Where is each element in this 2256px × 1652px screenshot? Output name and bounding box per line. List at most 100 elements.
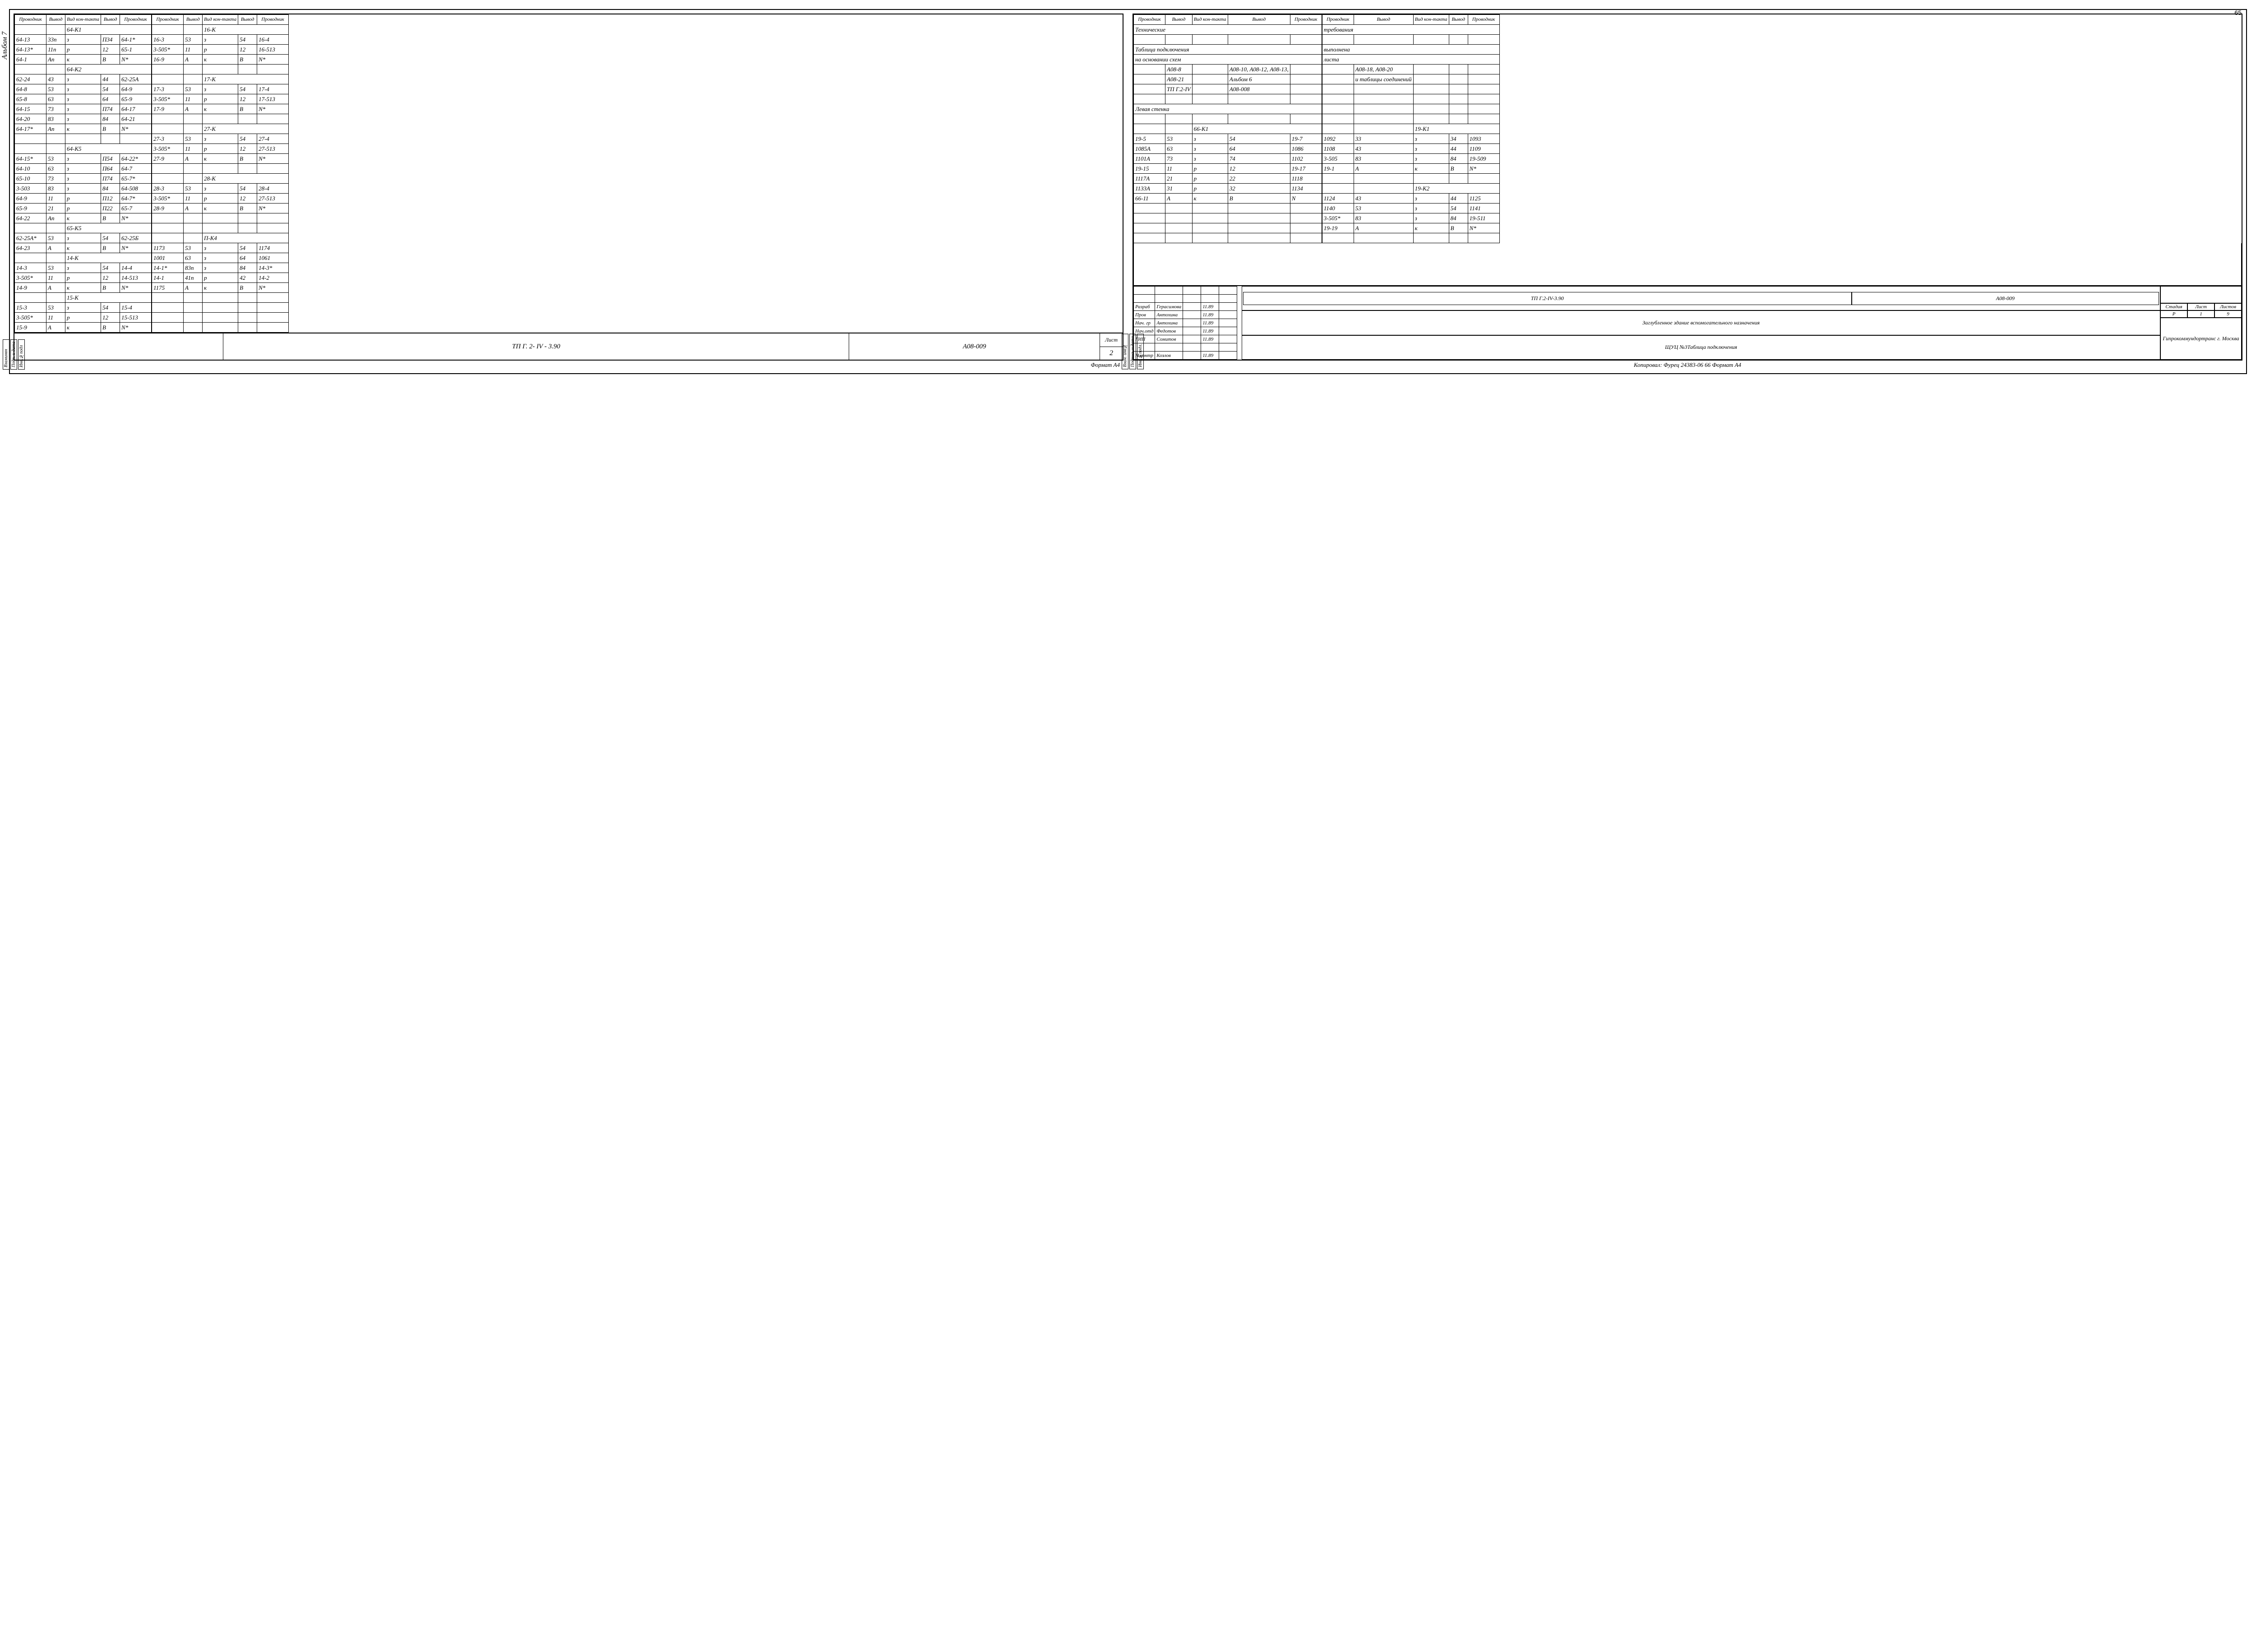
table-row: [1134, 204, 1322, 213]
cell: 64: [238, 253, 257, 263]
cell: 21: [1165, 174, 1193, 184]
cell: 44: [1449, 144, 1468, 154]
table-row: 3-505*11р1214-513: [15, 273, 152, 283]
cell: [1468, 104, 1499, 114]
cell: 11: [46, 273, 65, 283]
cell: з: [65, 84, 101, 94]
cell: з: [203, 243, 238, 253]
table-row: 109233з341093: [1322, 134, 1499, 144]
cell: к: [203, 204, 238, 213]
cell: [1134, 84, 1165, 94]
cell: [1192, 204, 1228, 213]
cell: з: [203, 253, 238, 263]
cell: к: [65, 323, 101, 333]
cell: 28-9: [152, 204, 184, 213]
cell: 12: [1228, 164, 1290, 174]
cell: [1134, 223, 1165, 233]
cell: и таблицы соединений: [1354, 74, 1413, 84]
table-row: [1322, 104, 1499, 114]
table-row: на основании схем: [1134, 55, 1322, 65]
cell: [1165, 223, 1193, 233]
cell: Ап: [46, 124, 65, 134]
table-row: 62-25А*53з5462-25Б: [15, 233, 152, 243]
table-row: [152, 213, 289, 223]
table-row: 64-2083з8464-21: [15, 114, 152, 124]
cell: N*: [257, 104, 289, 114]
table-row: 100163з641061: [152, 253, 289, 263]
cell: 1173: [152, 243, 184, 253]
cell: 3-503: [15, 184, 46, 194]
cell: з: [203, 263, 238, 273]
cell: [1322, 174, 1354, 184]
table-row: 28-353з5428-4: [152, 184, 289, 194]
table-row: [1134, 35, 1322, 45]
cell: [1468, 35, 1499, 45]
cell: П64: [101, 164, 120, 174]
cell: р: [1192, 174, 1228, 184]
cell: 12: [101, 45, 120, 55]
table-row: [1322, 233, 1499, 243]
stamp: Инв.№подл: [18, 339, 25, 370]
table-row: 3-505*11р1227-513: [152, 144, 289, 154]
cell: 64-8: [15, 84, 46, 94]
cell: з: [1413, 144, 1449, 154]
cell: 64-508: [120, 184, 152, 194]
table-row: 16-9АкВN*: [152, 55, 289, 65]
cell: 21: [46, 204, 65, 213]
cell: р: [65, 45, 101, 55]
cell: В: [101, 323, 120, 333]
cell: [1468, 84, 1499, 94]
cell: 12: [238, 144, 257, 154]
cell: з: [65, 263, 101, 273]
cell: к: [65, 124, 101, 134]
cell: В: [1228, 194, 1290, 204]
cell: 14-2: [257, 273, 289, 283]
cell: 64-17*: [15, 124, 46, 134]
cell: 1061: [257, 253, 289, 263]
table-row: 14-1*83пз8414-3*: [152, 263, 289, 273]
cell: 53: [46, 233, 65, 243]
cell: з: [65, 154, 101, 164]
cell: р: [65, 194, 101, 204]
cell: [1290, 74, 1322, 84]
cell: к: [203, 154, 238, 164]
table-row: [152, 164, 289, 174]
table-row: 14-141пр4214-2: [152, 273, 289, 283]
cell: [184, 65, 203, 74]
cell: [1449, 114, 1468, 124]
cell: [1413, 114, 1449, 124]
cell: [257, 223, 289, 233]
cell: [1449, 94, 1468, 104]
cell: 84: [101, 184, 120, 194]
cell: N*: [120, 213, 152, 223]
cell: N*: [120, 283, 152, 293]
wiring-table-left-b: ПроводникВыводВид кон-тактаВыводПроводни…: [152, 14, 289, 333]
cell: В: [101, 243, 120, 253]
cell: 83: [1354, 213, 1413, 223]
cell: [1468, 114, 1499, 124]
table-row: 19-К2: [1322, 184, 1499, 194]
right-stamps: Взам. инв№ Подпись и дата Инв.№подл.: [1122, 334, 1144, 370]
cell: [184, 303, 203, 313]
cell: 43: [1354, 194, 1413, 204]
cell: [1468, 174, 1499, 184]
cell: N*: [120, 323, 152, 333]
cell: Альбом 6: [1228, 74, 1290, 84]
text-span: Левая стенка: [1134, 104, 1322, 114]
cell: [152, 114, 184, 124]
cell: к: [1413, 223, 1449, 233]
cell: [1228, 223, 1290, 233]
col-header: Вывод: [1228, 15, 1290, 25]
cell: 31: [1165, 184, 1193, 194]
stamp: Подпись и дата: [1129, 334, 1136, 370]
cell: [1413, 94, 1449, 104]
cell: 64: [101, 94, 120, 104]
table-row: 114053з541141: [1322, 204, 1499, 213]
cell: 83: [1354, 154, 1413, 164]
cell: [1192, 213, 1228, 223]
cell: 17-513: [257, 94, 289, 104]
cell: 3-505*: [15, 273, 46, 283]
table-row: выполнена: [1322, 45, 1499, 55]
col-header: Вывод: [1354, 15, 1413, 25]
document-code: А08-009: [1852, 292, 2159, 305]
